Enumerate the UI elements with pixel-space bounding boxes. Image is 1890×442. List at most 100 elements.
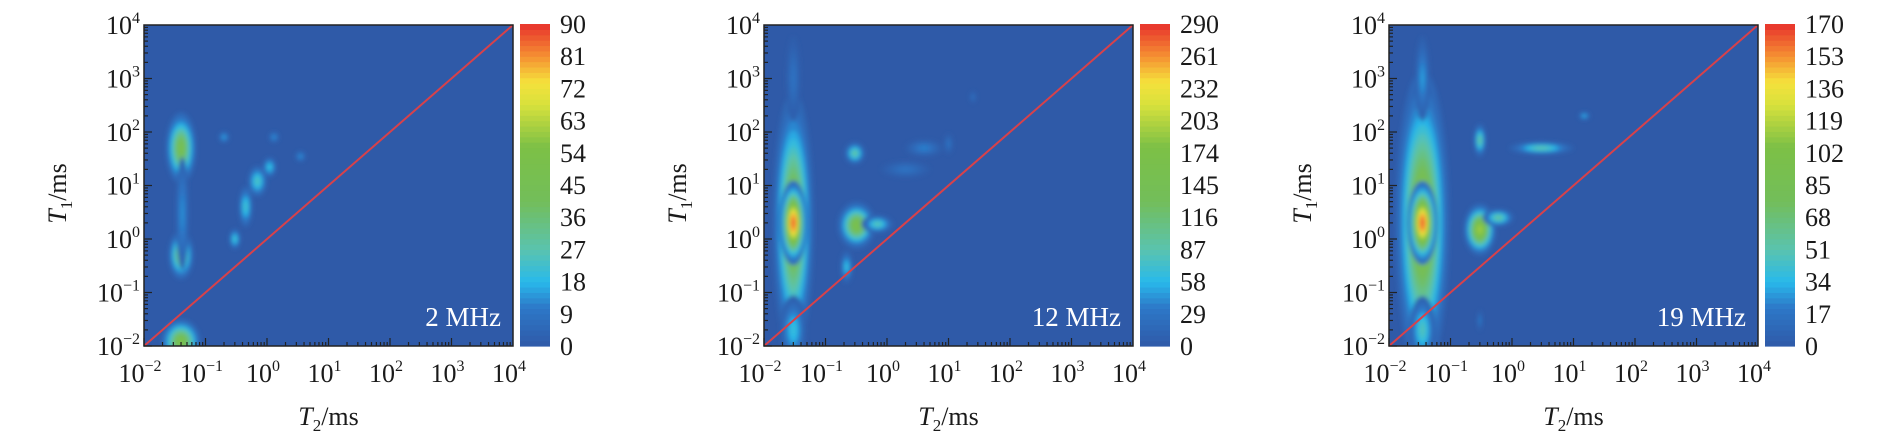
x-tick-label: 10−2	[738, 358, 781, 388]
peak	[969, 90, 977, 104]
colorbar-band	[520, 222, 550, 229]
peak	[839, 249, 854, 285]
colorbar-band	[1765, 40, 1795, 47]
x-tick-label: 103	[431, 358, 465, 388]
peak-contour	[1478, 137, 1481, 144]
colorbar-band	[1765, 142, 1795, 149]
peak-contour	[791, 324, 796, 336]
colorbar-band	[1765, 66, 1795, 73]
colorbar-band	[520, 297, 550, 304]
y-tick-label: 104	[1351, 10, 1385, 40]
peak-contour	[268, 165, 271, 170]
x-tick-label: 104	[1737, 358, 1771, 388]
axis-ticks	[763, 26, 1131, 347]
colorbar-band	[1765, 56, 1795, 63]
colorbar-band	[1765, 265, 1795, 272]
x-tick-label: 102	[369, 358, 403, 388]
colorbar-band	[1140, 308, 1170, 315]
colorbar-band	[1140, 270, 1170, 277]
colorbar-band	[1140, 104, 1170, 111]
axis-ticks	[143, 26, 511, 347]
colorbar-band	[1765, 168, 1795, 175]
colorbar-tick-label: 29	[1180, 300, 1206, 329]
colorbar-band	[1765, 201, 1795, 208]
colorbar-band	[1140, 115, 1170, 122]
panel-3: 10−2 10−1 100 101 102 103 104 10−2 10−1 100 101 102…	[1288, 10, 1844, 435]
colorbar-band	[1765, 303, 1795, 310]
colorbar-band	[1140, 131, 1170, 138]
colorbar-band	[520, 34, 550, 41]
x-tick-label: 10−1	[800, 358, 843, 388]
colorbar-band	[1765, 77, 1795, 84]
y-tick-label: 100	[106, 224, 140, 254]
colorbar-band	[1765, 286, 1795, 293]
colorbar-band	[520, 249, 550, 256]
colorbar-band	[1765, 281, 1795, 288]
peak-contour	[273, 136, 275, 138]
colorbar-tick-label: 9	[560, 300, 573, 329]
peak-contour	[1421, 73, 1424, 84]
colorbar-band	[1140, 72, 1170, 79]
colorbar-tick-label: 81	[560, 42, 586, 71]
peak-contour	[178, 142, 184, 154]
colorbar-tick-label: 68	[1805, 203, 1831, 232]
colorbar-band	[1765, 217, 1795, 224]
colorbar-band	[520, 174, 550, 181]
panel-2: 10−2 10−1 100 101 102 103 104 10−2 10−1 100 101 102…	[663, 10, 1219, 435]
colorbar-band	[1765, 83, 1795, 89]
colorbar-tick-label: 85	[1805, 171, 1831, 200]
y-axis-label: T1/ms	[43, 163, 76, 224]
colorbar-band	[1765, 29, 1795, 36]
colorbar-tick-label: 174	[1180, 139, 1219, 168]
colorbar-band	[1140, 211, 1170, 218]
y-tick-label: 104	[106, 10, 140, 40]
y-axis-label: T1/ms	[663, 163, 696, 224]
colorbar-band	[520, 217, 550, 224]
colorbar-band	[1140, 61, 1170, 68]
colorbar-band	[1765, 136, 1795, 143]
peak-contour	[874, 222, 881, 226]
colorbar-band	[1140, 319, 1170, 326]
x-tick-label: 100	[1491, 358, 1525, 388]
colorbar-band	[1140, 201, 1170, 208]
colorbar-band	[1140, 99, 1170, 106]
colorbar-band	[1140, 136, 1170, 143]
colorbar-band	[1140, 238, 1170, 245]
colorbar-band	[1765, 109, 1795, 116]
colorbar-band	[1765, 158, 1795, 165]
colorbar-band	[520, 163, 550, 170]
colorbar-band	[1140, 77, 1170, 84]
colorbar-band	[520, 233, 550, 240]
colorbar-band	[520, 190, 550, 197]
colorbar-band	[1140, 125, 1170, 132]
x-tick-label: 103	[1676, 358, 1710, 388]
peak	[837, 201, 876, 250]
x-tick-label: 101	[928, 358, 962, 388]
colorbar-band	[1140, 163, 1170, 170]
colorbar-tick-label: 170	[1805, 10, 1844, 39]
y-tick-label: 101	[106, 171, 140, 201]
peak-contour	[256, 179, 259, 183]
colorbar-band	[520, 66, 550, 73]
y-tick-label: 102	[1351, 117, 1385, 147]
peak-contour	[181, 207, 184, 220]
peak	[247, 165, 268, 197]
colorbar-band	[1140, 152, 1170, 159]
colorbar-band	[1765, 297, 1795, 304]
colorbar-band	[1140, 190, 1170, 197]
colorbar-band	[1140, 260, 1170, 267]
colorbar-band	[1140, 93, 1170, 100]
peak	[780, 295, 807, 346]
colorbar-band	[1765, 227, 1795, 234]
colorbar-tick-label: 290	[1180, 10, 1219, 39]
colorbar-tick-label: 0	[1805, 332, 1818, 361]
colorbar: 0 9 18 27 36 45 54 63 72 81 90	[520, 10, 586, 361]
colorbar-band	[520, 329, 550, 336]
colorbar-band	[1765, 61, 1795, 68]
x-axis-label: T2/ms	[918, 402, 979, 435]
y-tick-label: 100	[1351, 224, 1385, 254]
colorbar: 0 17 34 51 68 85 102 119 136 153 170	[1765, 10, 1844, 361]
colorbar-tick-label: 90	[560, 10, 586, 39]
colorbar-tick-label: 203	[1180, 107, 1219, 136]
colorbar: 0 29 58 87 116 145 174 203 232 261 290	[1140, 10, 1219, 361]
